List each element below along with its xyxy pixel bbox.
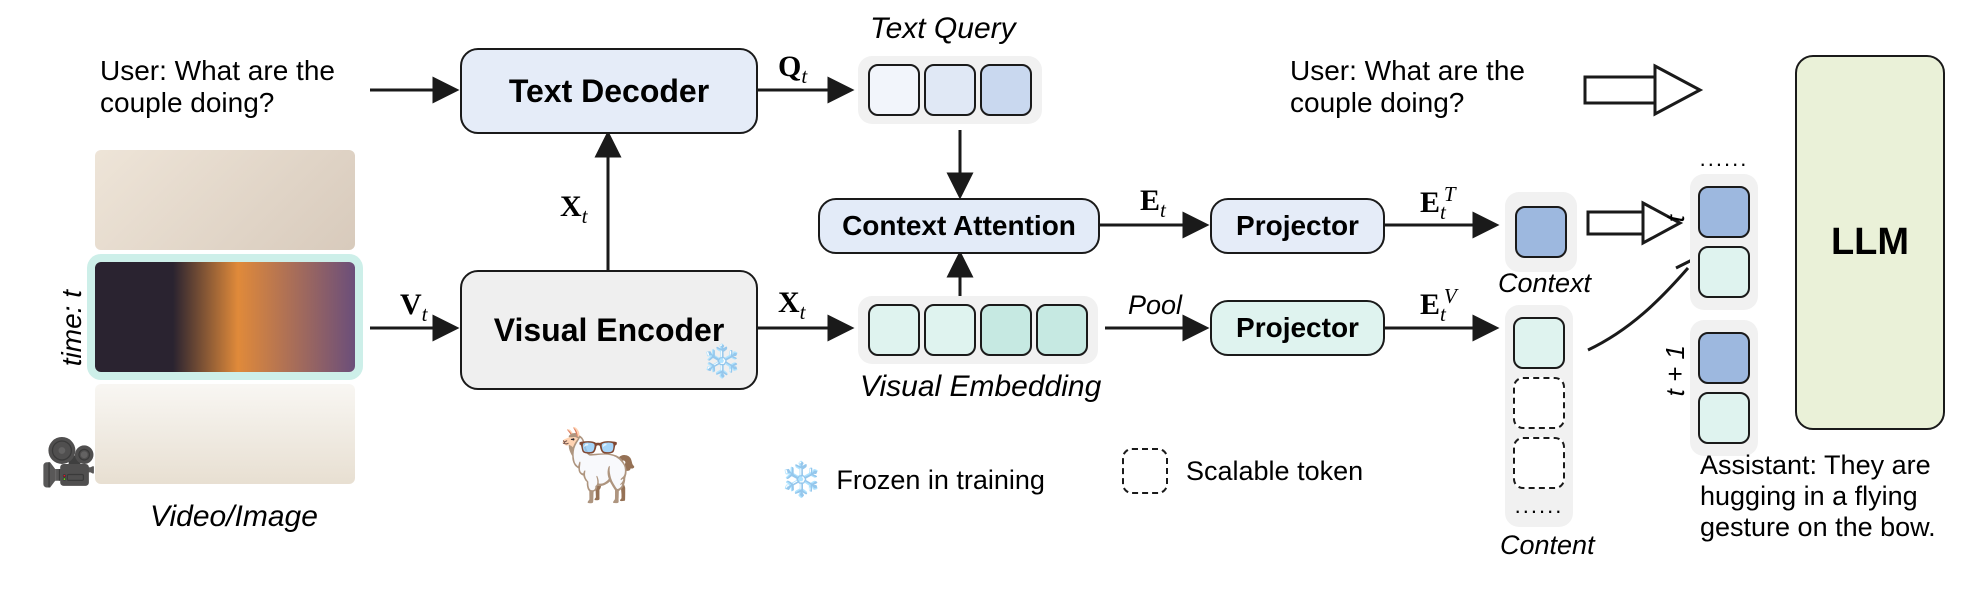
query-token [868, 64, 920, 116]
visual-embedding-caption: Visual Embedding [860, 370, 1101, 404]
video-image-caption: Video/Image [150, 500, 318, 534]
visual-encoder-block: Visual Encoder ❄️ [460, 270, 758, 390]
context-caption: Context [1498, 268, 1591, 299]
pair-t1-context-token [1698, 332, 1750, 384]
legend-scalable-text: Scalable token [1186, 456, 1363, 487]
pair-t1-group [1690, 320, 1758, 456]
visual-embedding-token [924, 304, 976, 356]
content-dots: ...... [1515, 493, 1564, 519]
visual-embedding-row [858, 296, 1098, 364]
query-token-row [858, 56, 1042, 124]
projector-top-block: Projector [1210, 198, 1385, 254]
label-EtV: EtV [1420, 284, 1457, 327]
context-token-group [1505, 192, 1577, 272]
pair-t1-content-token [1698, 392, 1750, 444]
content-token [1513, 317, 1565, 369]
content-token-scalable [1513, 437, 1565, 489]
legend-scalable-token [1122, 448, 1168, 494]
label-Et: Et [1140, 184, 1166, 223]
pool-label: Pool [1128, 290, 1182, 321]
user-prompt-right: User: What are the couple doing? [1290, 55, 1590, 119]
legend-frozen: ❄️ Frozen in training [780, 460, 1045, 500]
query-token [980, 64, 1032, 116]
content-token-stack: ...... [1505, 305, 1573, 527]
pair-t-label: t [1660, 215, 1691, 222]
pair-t-content-token [1698, 246, 1750, 298]
llm-block: LLM [1795, 55, 1945, 430]
context-token [1515, 206, 1567, 258]
pair-column: ...... [1690, 146, 1758, 456]
label-Vt: Vt [400, 288, 428, 327]
camera-icon: 🎥 [40, 435, 97, 490]
context-attention-block: Context Attention [818, 198, 1100, 254]
label-EtT: EtT [1420, 182, 1456, 225]
video-frame-top [95, 150, 355, 250]
pair-t-context-token [1698, 186, 1750, 238]
snowflake-icon: ❄️ [702, 342, 742, 380]
llama-mascot-icon: 🦙 👓 [555, 430, 642, 500]
snowflake-icon: ❄️ [780, 460, 822, 500]
visual-embedding-token [1036, 304, 1088, 356]
video-frame-bot [95, 384, 355, 484]
label-Xt-up: Xt [560, 190, 588, 229]
pair-t-group [1690, 174, 1758, 310]
text-query-label: Text Query [870, 12, 1016, 46]
label-Qt: Qt [778, 50, 807, 89]
pair-t1-label: t + 1 [1660, 345, 1691, 396]
pair-dots-top: ...... [1690, 146, 1758, 172]
user-prompt-left: User: What are the couple doing? [100, 55, 380, 119]
text-decoder-block: Text Decoder [460, 48, 758, 134]
content-caption: Content [1500, 530, 1595, 561]
assistant-reply: Assistant: They are hugging in a flying … [1700, 450, 1970, 543]
visual-embedding-token [868, 304, 920, 356]
query-token [924, 64, 976, 116]
label-Xt-right: Xt [778, 286, 806, 325]
video-frame-mid [95, 262, 355, 372]
visual-embedding-token [980, 304, 1032, 356]
visual-encoder-label: Visual Encoder [494, 312, 725, 349]
legend-frozen-text: Frozen in training [836, 465, 1045, 496]
content-token-scalable [1513, 377, 1565, 429]
time-t-label: time: t [56, 290, 88, 366]
projector-bot-block: Projector [1210, 300, 1385, 356]
legend-scalable: Scalable token [1120, 448, 1363, 494]
